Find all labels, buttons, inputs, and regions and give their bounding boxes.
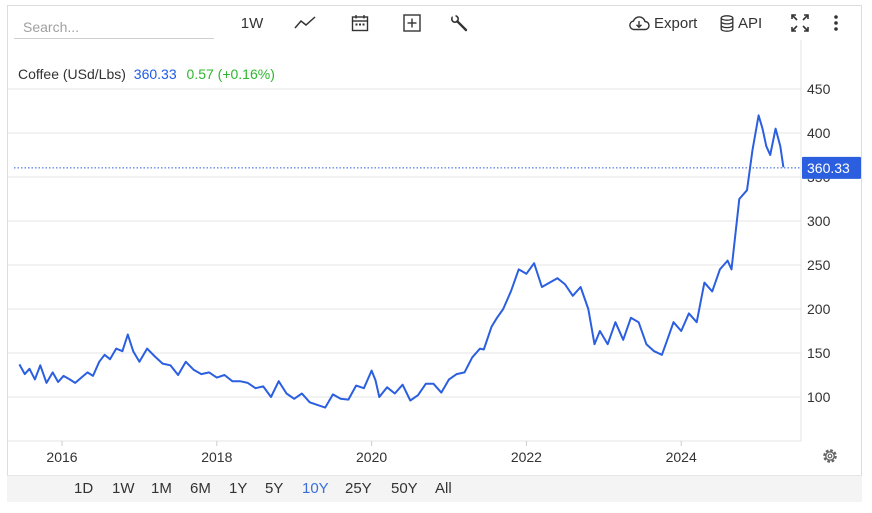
grid-lines — [8, 88, 801, 398]
api-label: API — [738, 14, 763, 32]
wrench-icon — [450, 14, 468, 32]
x-tick-label: 2018 — [201, 449, 232, 465]
legend-symbol: Coffee (USd/Lbs) — [18, 66, 126, 82]
api-button[interactable]: API — [720, 10, 770, 36]
calendar-icon — [351, 15, 369, 32]
export-label: Export — [654, 14, 698, 32]
series-line — [18, 114, 785, 409]
y-tick-label: 250 — [807, 257, 831, 273]
x-axis: 2016 2018 2020 2022 2024 — [46, 441, 697, 465]
legend-change: 0.57 (+0.16%) — [186, 66, 275, 82]
tools-button[interactable] — [445, 10, 473, 36]
range-25y[interactable]: 25Y — [345, 480, 372, 497]
range-50y[interactable]: 50Y — [391, 480, 418, 497]
x-tick-label: 2022 — [511, 449, 542, 465]
chart-legend: Coffee (USd/Lbs) 360.33 0.57 (+0.16%) — [18, 66, 275, 82]
x-tick-label: 2016 — [46, 449, 77, 465]
range-1y[interactable]: 1Y — [229, 480, 248, 497]
cloud-download-icon — [629, 16, 650, 31]
x-tick-label: 2020 — [356, 449, 387, 465]
export-button[interactable]: Export — [628, 10, 700, 36]
chart-type-button[interactable] — [291, 10, 319, 36]
more-menu-button[interactable] — [826, 10, 846, 36]
y-axis: 100150200250300350400450 — [807, 81, 831, 405]
fullscreen-icon — [791, 14, 809, 32]
toolbar: 1W Export API — [0, 0, 872, 40]
range-all[interactable]: All — [435, 480, 452, 497]
range-1w[interactable]: 1W — [112, 480, 135, 497]
database-icon — [720, 14, 734, 32]
y-tick-label: 150 — [807, 345, 831, 361]
y-tick-label: 100 — [807, 389, 831, 405]
add-icon — [403, 14, 421, 32]
fullscreen-button[interactable] — [788, 10, 812, 36]
chart-frame — [7, 5, 862, 502]
interval-selector[interactable]: 1W — [236, 10, 268, 36]
y-tick-label: 400 — [807, 125, 831, 141]
add-indicator-button[interactable] — [398, 10, 426, 36]
range-1d[interactable]: 1D — [74, 480, 94, 497]
last-value-label: 360.33 — [807, 160, 850, 176]
y-tick-label: 450 — [807, 81, 831, 97]
range-5y[interactable]: 5Y — [265, 480, 284, 497]
line-chart-icon — [294, 16, 316, 29]
legend-price: 360.33 — [133, 66, 177, 82]
settings-button[interactable] — [823, 449, 837, 463]
search-input[interactable] — [14, 15, 214, 39]
range-6m[interactable]: 6M — [190, 480, 211, 497]
y-tick-label: 300 — [807, 213, 831, 229]
range-10y[interactable]: 10Y — [302, 480, 329, 497]
range-selector: 1D 1W 1M 6M 1Y 5Y 10Y 25Y 50Y All — [7, 475, 862, 502]
date-range-button[interactable] — [346, 10, 374, 36]
last-value-badge: 360.33 — [802, 156, 861, 179]
y-tick-label: 200 — [807, 301, 831, 317]
more-vertical-icon — [834, 15, 838, 31]
gear-icon — [823, 449, 837, 463]
range-1m[interactable]: 1M — [151, 480, 172, 497]
x-tick-label: 2024 — [666, 449, 697, 465]
interval-label: 1W — [240, 14, 264, 32]
